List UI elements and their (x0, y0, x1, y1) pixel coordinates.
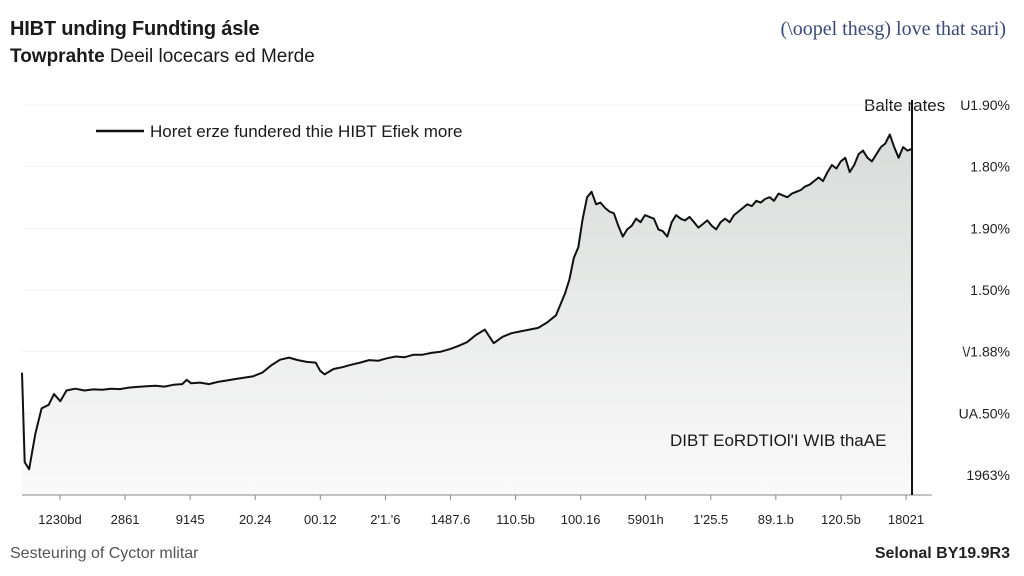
y-tick-label: \/1.88% (963, 344, 1010, 360)
x-tick-label: 89.1.b (758, 512, 794, 527)
x-tick-label: 1487.6 (431, 512, 471, 527)
chart-title: HIBT unding Fundting ásle (10, 18, 260, 40)
subtitle-rest: Deeil locecars ed Merde (104, 46, 315, 67)
y-axis-title: Balte rates (864, 96, 946, 115)
subtitle-bold: Towprahte (10, 46, 105, 67)
y-tick-label: UA.50% (959, 405, 1010, 421)
x-ticks: 1230bd 2861 9145 20.24 00.12 2'1.'6 1487.6 110.… (38, 495, 924, 527)
x-tick-label: 5901h (628, 512, 664, 527)
chart-subtitle: Towprahte Deeil locecars ed Merde (10, 46, 315, 68)
y-tick-label: 1963% (966, 467, 1010, 483)
x-tick-label: 20.24 (239, 512, 272, 527)
x-tick-label: 110.5b (496, 512, 535, 527)
x-tick-label: 9145 (176, 512, 205, 527)
series-line (21, 133, 913, 471)
annotation: DIBT EoRDTIOl'I WIB thaAE (670, 431, 886, 450)
x-tick-label: 00.12 (304, 512, 337, 527)
footer-source: Sesteuring of Cyctor mlitar (10, 545, 199, 562)
x-tick-label: 18021 (888, 512, 924, 527)
x-tick-label: 100.16 (561, 512, 601, 527)
series-area (22, 134, 912, 495)
x-tick-label: 120.5b (821, 512, 861, 527)
x-tick-label: 1'25.5 (693, 512, 728, 527)
legend-label: Horet erze fundered thie HIBT Efiek more (150, 122, 462, 141)
y-tick-label: 1.50% (970, 282, 1010, 298)
footer-credit: Selonal BY19.9R3 (874, 545, 1010, 562)
top-right-caption: (\oopel thesg) love that sari) (780, 18, 1007, 40)
x-tick-label: 2861 (111, 512, 140, 527)
y-tick-label: 1.80% (970, 159, 1010, 175)
y-tick-label: U1.90% (960, 97, 1010, 113)
y-ticks: U1.90% 1.80% 1.90% 1.50% \/1.88% UA.50% 1963% (959, 97, 1010, 483)
x-tick-label: 1230bd (38, 512, 81, 527)
y-tick-label: 1.90% (970, 220, 1010, 236)
legend: Horet erze fundered thie HIBT Efiek more (96, 122, 462, 141)
x-tick-label: 2'1.'6 (370, 512, 400, 527)
